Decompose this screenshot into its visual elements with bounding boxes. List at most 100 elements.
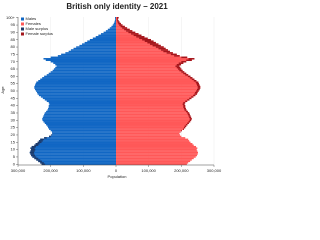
female-bar: [116, 162, 189, 164]
female-bar: [116, 129, 182, 132]
male-bar: [38, 80, 116, 82]
y-tick-label: 20: [11, 132, 16, 137]
male-bar: [49, 103, 116, 105]
female-bar: [116, 143, 193, 145]
female-surplus: [187, 113, 190, 116]
y-tick-label: 10: [11, 147, 16, 152]
male-bar: [40, 78, 116, 81]
female-bar: [116, 96, 194, 98]
female-bar: [116, 71, 185, 73]
female-bar: [116, 163, 187, 166]
male-bar: [56, 65, 116, 67]
male-bar: [84, 41, 116, 44]
male-surplus: [38, 140, 43, 142]
male-bar: [31, 145, 116, 148]
female-surplus: [184, 109, 187, 111]
male-bar: [112, 24, 116, 26]
female-bar: [116, 110, 188, 113]
female-surplus: [188, 115, 191, 117]
x-axis-label: Population: [108, 174, 127, 179]
female-surplus: [195, 81, 199, 83]
female-surplus: [174, 55, 180, 57]
male-bar: [43, 115, 117, 117]
male-bar: [44, 122, 116, 125]
female-surplus: [133, 34, 142, 37]
female-bar: [116, 27, 128, 29]
y-tick-label: 45: [11, 95, 16, 100]
female-bar: [116, 66, 181, 69]
male-bar: [109, 27, 116, 29]
legend-swatch: [21, 27, 24, 31]
female-surplus: [182, 128, 184, 130]
male-surplus: [51, 134, 52, 136]
female-bar: [116, 77, 193, 79]
female-bar: [116, 126, 186, 129]
female-bar: [116, 135, 182, 138]
y-tick-label: 80: [11, 44, 16, 49]
female-bar: [116, 100, 188, 103]
female-bar: [116, 91, 198, 94]
legend-label: Female surplus: [26, 31, 53, 36]
female-surplus: [196, 82, 199, 85]
male-surplus: [40, 138, 44, 141]
male-bar: [107, 28, 116, 31]
female-bar: [116, 72, 187, 75]
male-bar: [31, 154, 116, 157]
female-bar: [116, 106, 186, 108]
female-bar: [116, 40, 154, 42]
male-surplus: [30, 153, 35, 155]
female-surplus: [185, 100, 188, 103]
female-bar: [116, 47, 166, 50]
y-tick-label: 40: [11, 103, 16, 108]
x-tick-label: 200,000: [43, 168, 58, 173]
female-surplus: [183, 126, 186, 129]
female-bar: [116, 122, 189, 125]
female-bar: [116, 154, 198, 157]
female-bar: [116, 160, 191, 163]
female-bar: [116, 84, 200, 86]
female-surplus: [187, 75, 191, 78]
female-bar: [116, 74, 189, 76]
female-bar: [116, 34, 142, 37]
female-surplus: [181, 71, 185, 73]
male-bar: [42, 118, 116, 120]
female-bar: [116, 55, 180, 57]
female-surplus: [185, 123, 188, 126]
female-bar: [116, 116, 192, 119]
male-bar: [35, 143, 116, 145]
female-bar: [116, 60, 187, 63]
female-bar: [116, 118, 192, 120]
male-surplus: [32, 156, 37, 158]
male-bar: [41, 163, 116, 166]
female-bar: [116, 82, 199, 85]
female-surplus: [144, 40, 154, 42]
male-bar: [34, 144, 117, 147]
female-surplus: [181, 56, 188, 59]
female-bar: [116, 134, 181, 136]
male-bar: [76, 46, 116, 48]
male-bar: [53, 68, 116, 70]
male-bar: [48, 104, 116, 107]
female-surplus: [182, 103, 185, 105]
x-tick-label: 0: [115, 168, 118, 173]
x-tick-label: 200,000: [174, 168, 189, 173]
female-surplus: [187, 99, 190, 101]
female-surplus: [188, 121, 191, 123]
male-bar: [49, 128, 116, 130]
female-surplus: [117, 19, 119, 22]
female-bar: [116, 90, 199, 92]
female-surplus: [183, 106, 186, 108]
male-surplus: [49, 135, 51, 138]
female-bar: [116, 36, 145, 38]
male-surplus: [31, 148, 36, 151]
male-bar: [50, 129, 116, 132]
male-bar: [42, 116, 116, 119]
male-surplus: [44, 137, 47, 139]
male-bar: [34, 85, 117, 88]
female-surplus: [149, 43, 159, 45]
male-bar: [46, 100, 116, 103]
male-bar: [34, 157, 117, 160]
female-bar: [116, 145, 197, 148]
female-bar: [116, 148, 197, 151]
y-tick-label: 65: [11, 66, 16, 71]
